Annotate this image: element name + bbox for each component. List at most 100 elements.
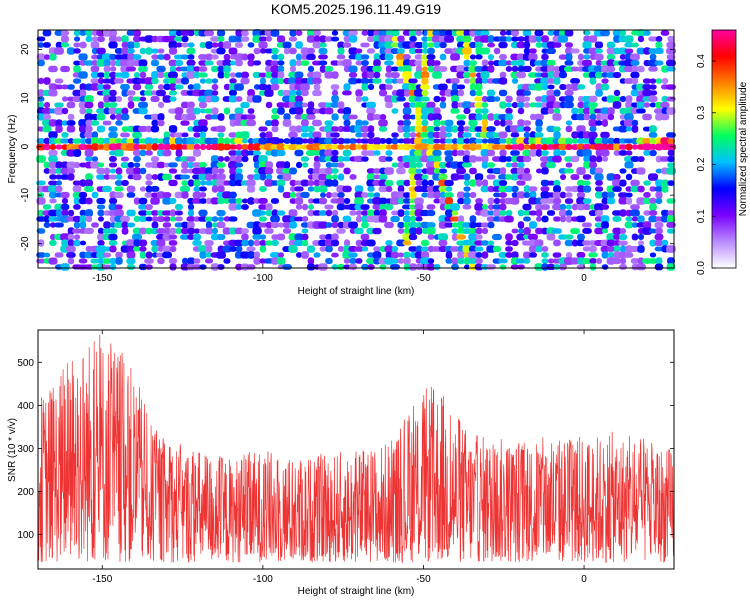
spectrogram-cell (661, 179, 669, 187)
spectrogram-cell (403, 192, 411, 198)
spectrogram-cell (409, 215, 416, 223)
spectrogram-cell (48, 180, 58, 186)
spectrogram-cell (271, 125, 279, 133)
spectrogram-cell (384, 35, 394, 43)
spectrogram-cell (325, 167, 333, 175)
spectrogram-cell (630, 204, 640, 210)
spectrogram-cell (270, 252, 280, 258)
spectrogram-cell (433, 191, 441, 199)
spectrogram-cell (582, 198, 592, 204)
spectrogram-cell (469, 245, 477, 253)
spectrogram-cell (421, 174, 429, 180)
spectrogram-cell (433, 95, 441, 103)
spectrogram-cell (331, 95, 339, 103)
spectrogram-cell (558, 209, 568, 217)
spectrogram-cell (588, 71, 598, 79)
spectrogram-cell (648, 173, 658, 181)
spectrogram-cell (78, 197, 88, 205)
spectrogram-cell (97, 36, 105, 43)
spectrogram-cell (157, 143, 165, 151)
spectrogram-cell (366, 101, 376, 109)
spectrogram-cell (600, 215, 610, 223)
spectrogram-cell (294, 137, 304, 145)
spectrogram-cell (487, 210, 495, 216)
spectrogram-cell (103, 59, 111, 67)
spectrogram-cell (120, 162, 130, 168)
spectrogram-cell (601, 65, 609, 73)
spectrogram-cell (331, 71, 339, 79)
spectrogram-cell (151, 71, 159, 79)
spectrogram-cell (522, 120, 532, 126)
spectrogram-cell (211, 84, 219, 91)
spectrogram-cell (450, 53, 460, 61)
spectrogram-cell (624, 78, 634, 84)
spectrogram-cell (169, 137, 178, 145)
spectrogram-cell (475, 222, 483, 228)
spectrogram-cell (420, 96, 430, 102)
spectrogram-cell (200, 143, 207, 151)
spectrogram-cell (366, 107, 376, 115)
spectrogram-cell (97, 72, 105, 78)
spectrogram-cell (661, 185, 669, 193)
spectrogram-cell (49, 144, 57, 151)
spectrogram-cell (486, 264, 496, 270)
spectrogram-cell (606, 47, 616, 55)
spectrogram-cell (468, 119, 478, 127)
spectrogram-cell (108, 29, 117, 37)
spectrogram-cell (385, 101, 393, 109)
spectrogram-cell (223, 107, 231, 115)
spectrogram-cell (336, 228, 346, 234)
spectrogram-cell (133, 35, 141, 43)
spectrogram-cell (109, 72, 117, 78)
spectrogram-cell (476, 179, 483, 187)
spectrogram-cell (475, 113, 483, 121)
snr-series-line (37, 334, 675, 564)
spectrogram-cell (451, 228, 459, 234)
spectrogram-cell (462, 35, 472, 43)
spectrogram-cell (462, 162, 472, 168)
spectrogram-cell (217, 113, 225, 121)
spectrogram-cell (444, 179, 454, 187)
spectrogram-cell (306, 263, 316, 271)
spectrogram-cell (546, 59, 556, 66)
spectrogram-cell (295, 59, 303, 66)
spectrogram-cell (325, 143, 333, 151)
spectrogram-cell (396, 239, 406, 247)
spectrogram-cell (373, 59, 381, 67)
spectrogram-cell (133, 197, 141, 205)
spectrogram-cell (138, 59, 148, 67)
spectrogram-cell (96, 174, 106, 180)
spectrogram-cell (120, 71, 130, 79)
spectrogram-cell (534, 263, 544, 271)
spectrogram-cell (228, 95, 238, 103)
spectrogram-cell (217, 41, 225, 49)
spectrogram-cell (397, 185, 405, 193)
spectrogram-cell (420, 71, 430, 79)
spectrogram-cell (174, 84, 184, 90)
spectrogram-cell (415, 179, 423, 187)
spectrogram-cell (385, 30, 392, 36)
spectrogram-cell (313, 35, 321, 43)
spectrogram-cell (48, 161, 58, 169)
spectrogram-cell (463, 29, 471, 37)
spectrogram-cell (253, 251, 261, 259)
spectrogram-cell (595, 155, 603, 163)
spectrogram-cell (223, 143, 231, 151)
spectrogram-cell (349, 143, 357, 151)
spectrogram-cell (198, 245, 208, 253)
spectrogram-cell (582, 107, 591, 115)
spectrogram-cell (114, 108, 124, 115)
spectrogram-cell (234, 162, 244, 168)
spectrogram-cell (481, 161, 489, 169)
spectrogram-cell (73, 204, 81, 210)
snr-x-ticks: -150 -100 -50 0 (92, 330, 587, 585)
spectrogram-cell (126, 30, 136, 36)
spectrogram-cell (108, 203, 118, 211)
spectrogram-cell (312, 143, 322, 151)
spectrogram-cell (499, 192, 507, 198)
spectrogram-cell (253, 47, 261, 55)
spectrogram-cell (204, 60, 214, 66)
spectrogram-cell (270, 65, 280, 73)
spectrogram-cell (517, 36, 525, 42)
spectrogram-cell (553, 185, 561, 193)
